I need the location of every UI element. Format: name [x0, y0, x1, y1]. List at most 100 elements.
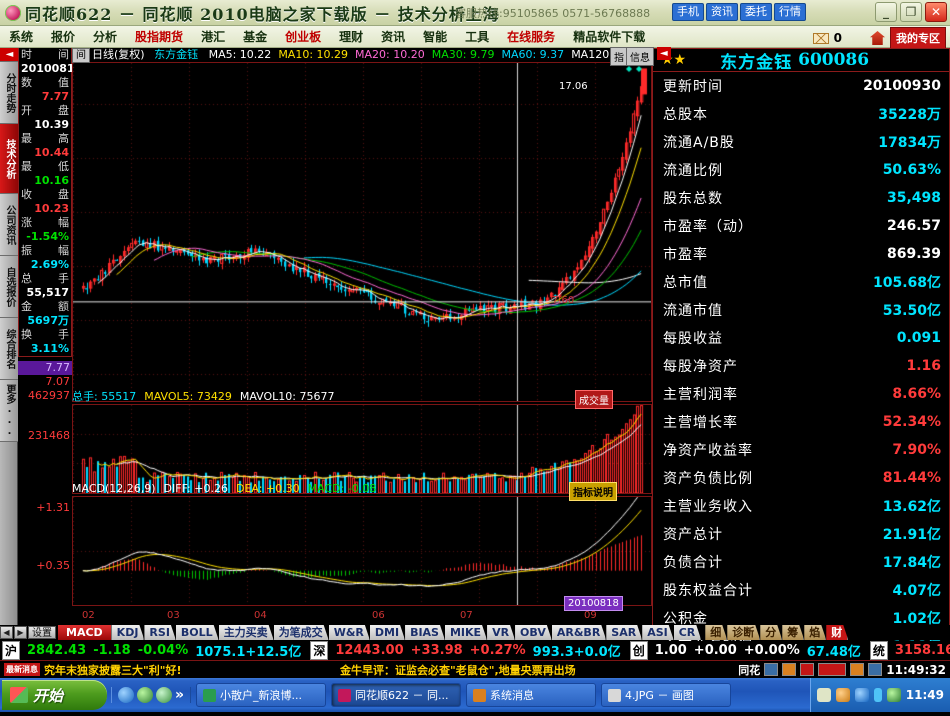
- menu-item-7[interactable]: 理财: [339, 30, 364, 44]
- news-headline-2[interactable]: 金牛早评：证监会必查"老鼠仓",地量央票再出场: [340, 663, 576, 677]
- macd-canvas[interactable]: [73, 497, 651, 605]
- indicator-tab-boll[interactable]: BOLL: [176, 625, 219, 640]
- indicator-tab-vr[interactable]: VR: [487, 625, 515, 640]
- indicator-tab-finance[interactable]: 财: [826, 625, 848, 640]
- indicator-tab-rsi[interactable]: RSI: [144, 625, 176, 640]
- info-button[interactable]: 信息: [626, 47, 654, 66]
- tray-icon-alert[interactable]: [782, 663, 797, 676]
- indicator-tab-bias[interactable]: BIAS: [405, 625, 445, 640]
- indicator-tab-----[interactable]: 为笔成交: [274, 625, 329, 640]
- quick-button-quotes[interactable]: 行情: [774, 3, 806, 21]
- quote-value-3: 10.44: [34, 146, 69, 159]
- quick-button-news[interactable]: 资讯: [706, 3, 738, 21]
- volume-canvas[interactable]: [73, 405, 651, 493]
- ie-icon[interactable]: [118, 687, 134, 703]
- menu-item-5[interactable]: 基金: [243, 30, 268, 44]
- indicator-settings-button[interactable]: 设置: [28, 626, 56, 639]
- panel-pin-icon[interactable]: ◄: [657, 47, 671, 60]
- home-icon[interactable]: [870, 31, 885, 45]
- quote-value-6: -1.54%: [26, 230, 69, 243]
- menu-item-10[interactable]: 工具: [465, 30, 490, 44]
- price-top-label: 17.06: [559, 81, 588, 92]
- kline-canvas[interactable]: [73, 63, 651, 401]
- menu-item-8[interactable]: 资讯: [381, 30, 406, 44]
- indicator-tab-kdj[interactable]: KDJ: [112, 625, 145, 640]
- media-icon[interactable]: [156, 687, 172, 703]
- taskbar-button-3[interactable]: 4.JPG － 画图: [601, 683, 732, 707]
- maximize-button[interactable]: ❐: [900, 2, 922, 22]
- kline-panel[interactable]: [72, 62, 652, 402]
- sidebar-item-3[interactable]: 自选报价: [0, 256, 18, 318]
- mail-icon[interactable]: [812, 32, 829, 44]
- indicator-tab-macd[interactable]: MACD: [58, 625, 112, 640]
- menu-item-1[interactable]: 报价: [51, 30, 76, 44]
- volume-badge[interactable]: 成交量: [575, 390, 613, 409]
- period-button[interactable]: 间: [72, 48, 90, 63]
- market-tag-3[interactable]: 统: [869, 640, 888, 660]
- indicator-extra-tab-1[interactable]: 诊断: [727, 625, 760, 640]
- sidebar-item-1[interactable]: 技术分析: [0, 124, 18, 194]
- tray-keyboard-icon[interactable]: [816, 688, 831, 702]
- indicator-tab-cr[interactable]: CR: [674, 625, 702, 640]
- indicator-extra-tab-2[interactable]: 分: [760, 625, 782, 640]
- tray-shield-icon[interactable]: [886, 688, 901, 702]
- info-row-label-5: 市盈率（动）: [663, 219, 753, 235]
- indicator-next-button[interactable]: ▶: [14, 626, 27, 639]
- taskbar-button-2[interactable]: 系统消息: [466, 683, 597, 707]
- indicator-tab-mike[interactable]: MIKE: [445, 625, 487, 640]
- indicator-tab-obv[interactable]: OBV: [515, 625, 552, 640]
- sidebar-pin-icon[interactable]: ◄: [0, 48, 18, 62]
- indicator-tab-sar[interactable]: SAR: [606, 625, 642, 640]
- menu-item-0[interactable]: 系统: [9, 30, 34, 44]
- menu-item-11[interactable]: 在线服务: [507, 30, 556, 44]
- volume-panel[interactable]: [72, 404, 652, 494]
- info-row-18: 股东权益合计 4.07亿: [653, 576, 949, 604]
- quick-launch-more[interactable]: »: [175, 687, 185, 703]
- quick-button-trade[interactable]: 委托: [740, 3, 772, 21]
- tray-icon-note[interactable]: [800, 663, 815, 676]
- menu-item-2[interactable]: 分析: [93, 30, 118, 44]
- tray-volume-icon[interactable]: [873, 688, 882, 702]
- macd-panel[interactable]: [72, 496, 652, 606]
- indicator-extra-tab-0[interactable]: 细: [705, 625, 727, 640]
- indicator-tab-asi[interactable]: ASI: [642, 625, 674, 640]
- menu-item-9[interactable]: 智能: [423, 30, 448, 44]
- indicator-tab-dmi[interactable]: DMI: [370, 625, 405, 640]
- sidebar-item-4[interactable]: 综合排名: [0, 318, 18, 380]
- tray-icon-tools[interactable]: [868, 663, 883, 676]
- indicator-extra-tab-3[interactable]: 筹: [782, 625, 804, 640]
- indicator-prev-button[interactable]: ◀: [0, 626, 13, 639]
- close-button[interactable]: ✕: [925, 2, 947, 22]
- taskbar-button-0[interactable]: 小散户_新浪博...: [196, 683, 327, 707]
- taskbar-button-1[interactable]: 同花顺622 － 同...: [331, 683, 462, 707]
- indicator-help-badge[interactable]: 指标说明: [569, 482, 617, 501]
- indicator-extra-tab-4[interactable]: 焰: [804, 625, 826, 640]
- tray-network-icon[interactable]: [854, 688, 869, 702]
- vol-part-0: 总手: 55517: [72, 390, 137, 403]
- indicator-tab-w-r[interactable]: W&R: [329, 625, 370, 640]
- vol-part-1: MAVOL5: 73429: [144, 390, 232, 403]
- info-row-value-17: 17.84亿: [882, 555, 941, 571]
- menu-item-12[interactable]: 精品软件下载: [573, 30, 646, 44]
- sidebar-item-5[interactable]: 更多...: [0, 380, 18, 442]
- minimize-button[interactable]: _: [875, 2, 897, 22]
- tray-icon-doc[interactable]: [850, 663, 865, 676]
- start-button[interactable]: 开始: [2, 680, 107, 710]
- menu-item-4[interactable]: 港汇: [201, 30, 226, 44]
- market-tag-2[interactable]: 创: [629, 640, 648, 660]
- sidebar-item-0[interactable]: 分时走势: [0, 62, 18, 124]
- my-zone-button[interactable]: 我的专区: [890, 27, 946, 49]
- market-tag-1[interactable]: 深: [310, 640, 329, 660]
- market-tag-0[interactable]: 沪: [2, 640, 21, 660]
- sidebar-item-2[interactable]: 公司资讯: [0, 194, 18, 256]
- show-desktop-icon[interactable]: [137, 687, 153, 703]
- news-headline-1[interactable]: 究年末独家披露三大"利"好!: [44, 663, 182, 677]
- tray-icon-chart[interactable]: [764, 663, 779, 676]
- menu-item-3[interactable]: 股指期货: [135, 30, 184, 44]
- quick-button-mobile[interactable]: 手机: [672, 3, 704, 21]
- tray-icon-lottery[interactable]: [818, 663, 847, 676]
- tray-update-icon[interactable]: [835, 688, 850, 702]
- indicator-tab-ar-br[interactable]: AR&BR: [552, 625, 606, 640]
- menu-item-6[interactable]: 创业板: [285, 30, 322, 44]
- indicator-tab-----[interactable]: 主力买卖: [219, 625, 274, 640]
